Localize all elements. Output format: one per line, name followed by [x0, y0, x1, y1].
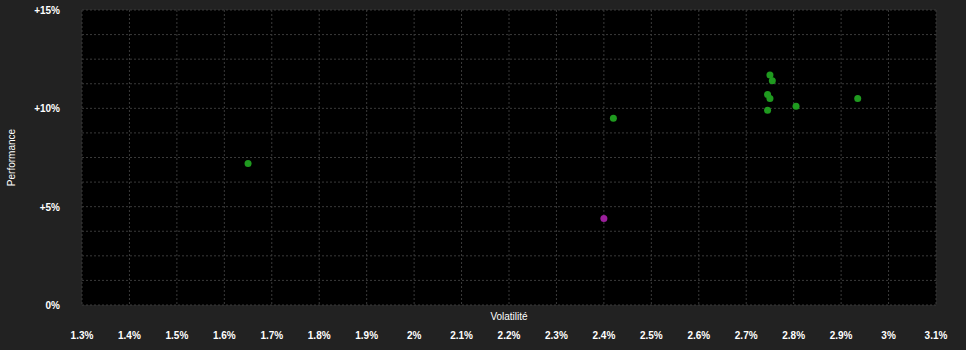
y-minor-grid-line: [82, 280, 936, 281]
y-minor-grid-line: [82, 59, 936, 60]
x-tick-label: 2.1%: [450, 330, 473, 341]
x-grid-line: [841, 10, 842, 305]
x-tick-label: 2.9%: [830, 330, 853, 341]
point: [610, 115, 617, 122]
y-grid-line: [82, 10, 936, 11]
x-tick-label: 3.1%: [925, 330, 948, 341]
background: [0, 0, 966, 350]
y-tick-label: +10%: [34, 103, 60, 114]
point: [600, 215, 607, 222]
grid: [82, 10, 936, 305]
point: [793, 103, 800, 110]
y-grid-line: [82, 206, 936, 207]
x-grid-line: [509, 10, 510, 305]
y-minor-grid-line: [82, 231, 936, 232]
tick-labels: 1.3% 1.4% 1.5% 1.6% 1.7% 1.8% 1.9% 2% 2.1% 2.2% 2.…: [34, 5, 947, 341]
x-tick-label: 3%: [881, 330, 896, 341]
point: [245, 160, 252, 167]
chart: 1.3% 1.4% 1.5% 1.6% 1.7% 1.8% 1.9% 2% 2.1% 2.2% 2.…: [0, 0, 966, 350]
x-tick-label: 1.7%: [260, 330, 283, 341]
y-tick-label: +15%: [34, 5, 60, 16]
x-tick-label: 1.3%: [71, 330, 94, 341]
y-grid-line: [82, 108, 936, 109]
y-minor-grid-line: [82, 182, 936, 183]
x-grid-line: [461, 10, 462, 305]
x-grid-line: [556, 10, 557, 305]
y-minor-grid-line: [82, 157, 936, 158]
point: [854, 95, 861, 102]
x-tick-label: 1.5%: [165, 330, 188, 341]
y-tick-label: 0%: [46, 300, 61, 311]
point: [764, 107, 771, 114]
y-tick-label: +5%: [40, 202, 60, 213]
y-axis-title: Performance: [6, 128, 17, 186]
x-tick-label: 2.2%: [498, 330, 521, 341]
plot-area: [82, 10, 936, 305]
point: [769, 77, 776, 84]
x-tick-label: 2.6%: [687, 330, 710, 341]
y-minor-grid-line: [82, 132, 936, 133]
x-grid-line: [176, 10, 177, 305]
y-minor-grid-line: [82, 255, 936, 256]
x-tick-label: 2.8%: [782, 330, 805, 341]
x-tick-label: 2.7%: [735, 330, 758, 341]
x-tick-label: 1.6%: [213, 330, 236, 341]
point: [766, 95, 773, 102]
points: [245, 71, 862, 222]
x-tick-label: 2.3%: [545, 330, 568, 341]
x-axis-title: Volatilité: [490, 311, 528, 322]
x-tick-label: 1.9%: [355, 330, 378, 341]
x-tick-label: 2%: [407, 330, 422, 341]
x-tick-label: 1.8%: [308, 330, 331, 341]
y-minor-grid-line: [82, 34, 936, 35]
x-tick-label: 2.5%: [640, 330, 663, 341]
x-tick-label: 2.4%: [592, 330, 615, 341]
y-minor-grid-line: [82, 83, 936, 84]
y-grid-line: [82, 305, 936, 306]
x-grid-line: [888, 10, 889, 305]
x-tick-label: 1.4%: [118, 330, 141, 341]
x-grid-line: [129, 10, 130, 305]
